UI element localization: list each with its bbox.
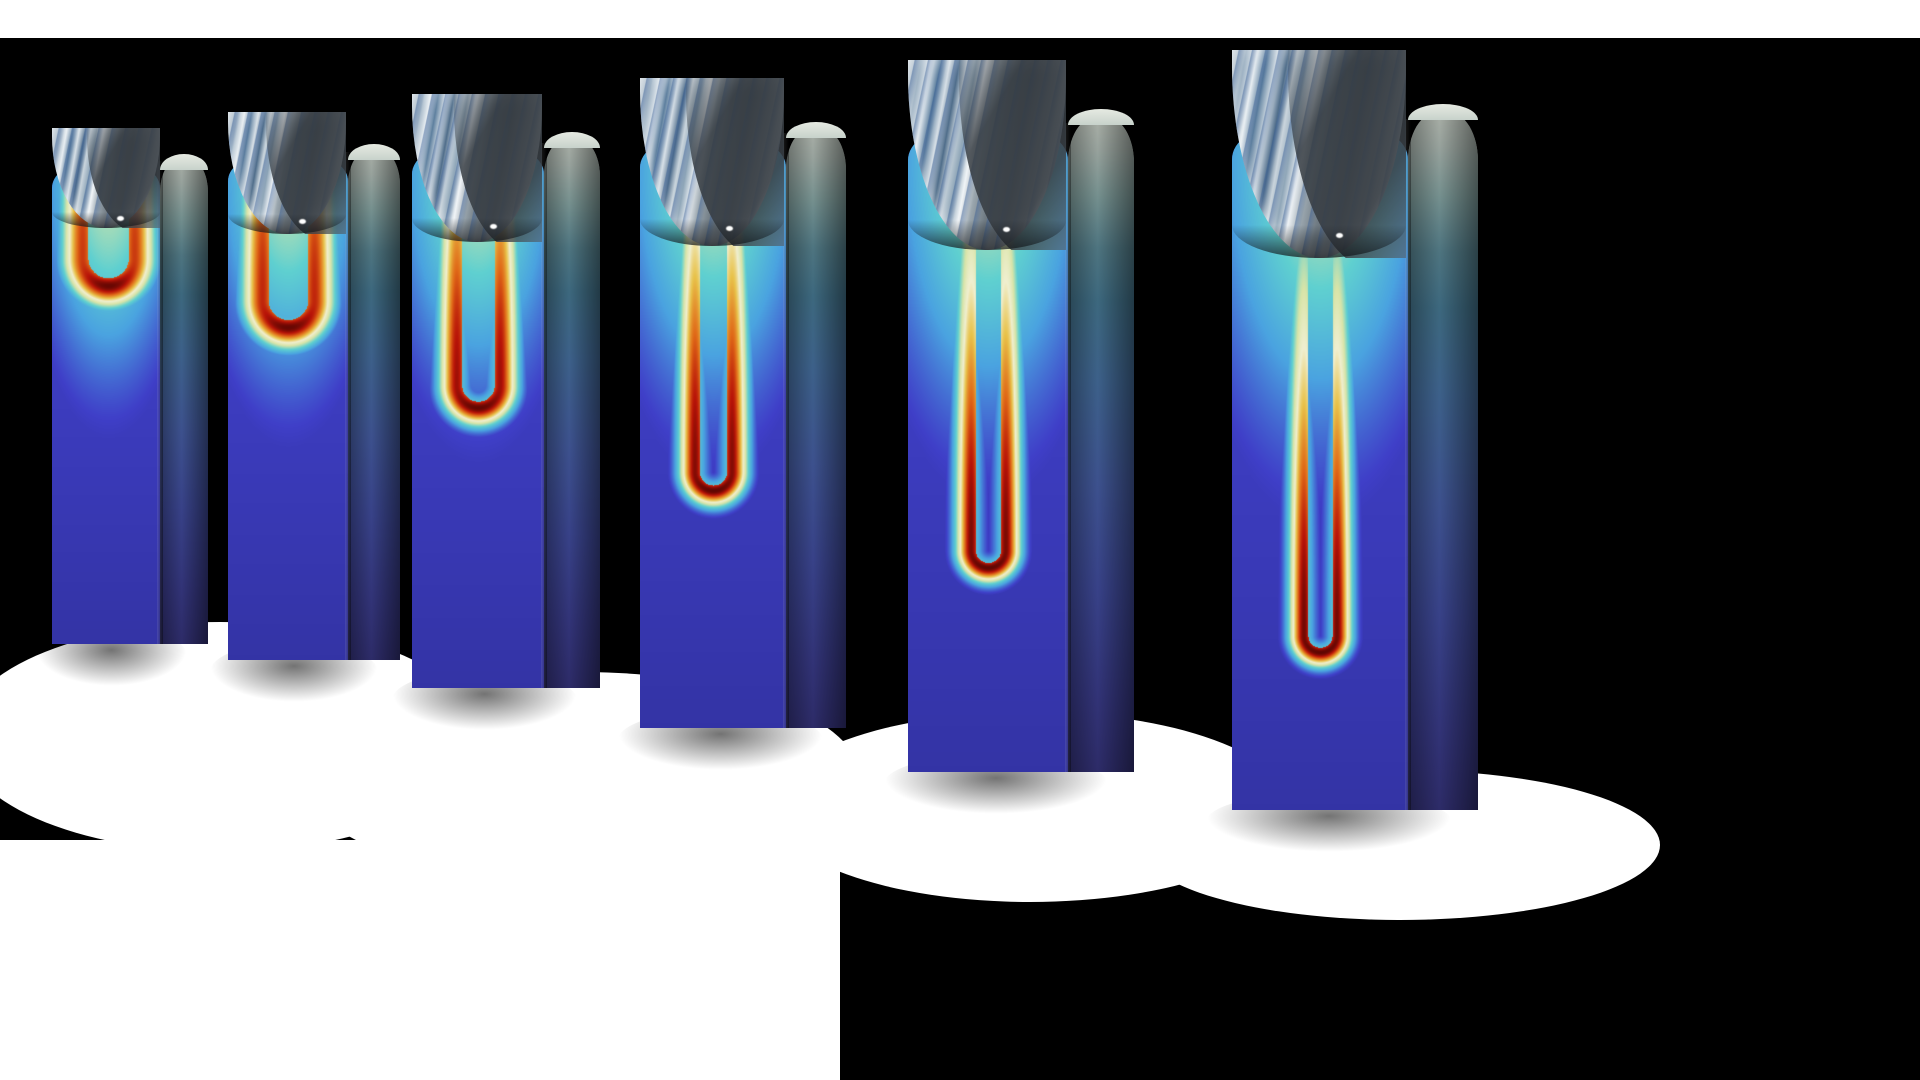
panel-step-1[interactable] [35, 128, 208, 686]
spherical-indenter[interactable] [412, 94, 542, 242]
indenter-contact-rim [412, 218, 542, 242]
indenter-specular-highlight [1002, 227, 1010, 233]
panel-step-4[interactable] [618, 78, 846, 770]
side-face-shading [544, 138, 600, 688]
top-white-band [0, 0, 1920, 38]
block-top-cap [786, 121, 846, 138]
spherical-indenter[interactable] [908, 60, 1066, 250]
panel-step-2[interactable] [210, 112, 400, 702]
block-top-cap [160, 154, 208, 170]
panel-step-5[interactable] [884, 60, 1134, 814]
block-top-cap [1068, 109, 1134, 126]
side-face-shading [348, 148, 400, 660]
block-top-cap [348, 143, 400, 160]
side-face-shading [160, 158, 208, 644]
spherical-indenter[interactable] [52, 128, 160, 228]
block-edge-bevel [783, 133, 789, 728]
stress-field-colormap [52, 164, 160, 644]
panel-step-3[interactable] [392, 94, 600, 730]
side-face-shading [1408, 112, 1478, 810]
indenter-contact-rim [228, 214, 346, 234]
block-side-face [1408, 112, 1478, 810]
spherical-indenter[interactable] [228, 112, 346, 234]
block-front-cut-plane [52, 164, 160, 644]
stress-field-colormap [228, 155, 348, 660]
panel-step-6[interactable] [1205, 50, 1478, 852]
side-face-shading [786, 128, 846, 728]
floor-base [0, 840, 840, 1080]
indenter-contact-rim [52, 212, 160, 228]
block-side-face [1068, 117, 1134, 772]
indenter-specular-highlight [116, 216, 124, 221]
block-side-face [160, 158, 208, 644]
block-side-face [348, 148, 400, 660]
indenter-specular-highlight [726, 225, 734, 231]
spherical-indenter[interactable] [640, 78, 784, 246]
block-edge-bevel [541, 142, 547, 688]
block-edge-bevel [1065, 122, 1071, 772]
block-front-cut-plane [228, 155, 348, 660]
spherical-indenter[interactable] [1232, 50, 1406, 258]
block-edge-bevel [345, 152, 351, 660]
block-side-face [544, 138, 600, 688]
block-top-cap [544, 132, 600, 149]
indenter-specular-highlight [490, 224, 497, 230]
side-face-shading [1068, 117, 1134, 772]
block-top-cap [1408, 104, 1478, 121]
block-edge-bevel [1405, 118, 1411, 810]
indenter-specular-highlight [298, 219, 306, 225]
block-side-face [786, 128, 846, 728]
indenter-specular-highlight [1336, 233, 1344, 239]
block-edge-bevel [157, 161, 163, 644]
